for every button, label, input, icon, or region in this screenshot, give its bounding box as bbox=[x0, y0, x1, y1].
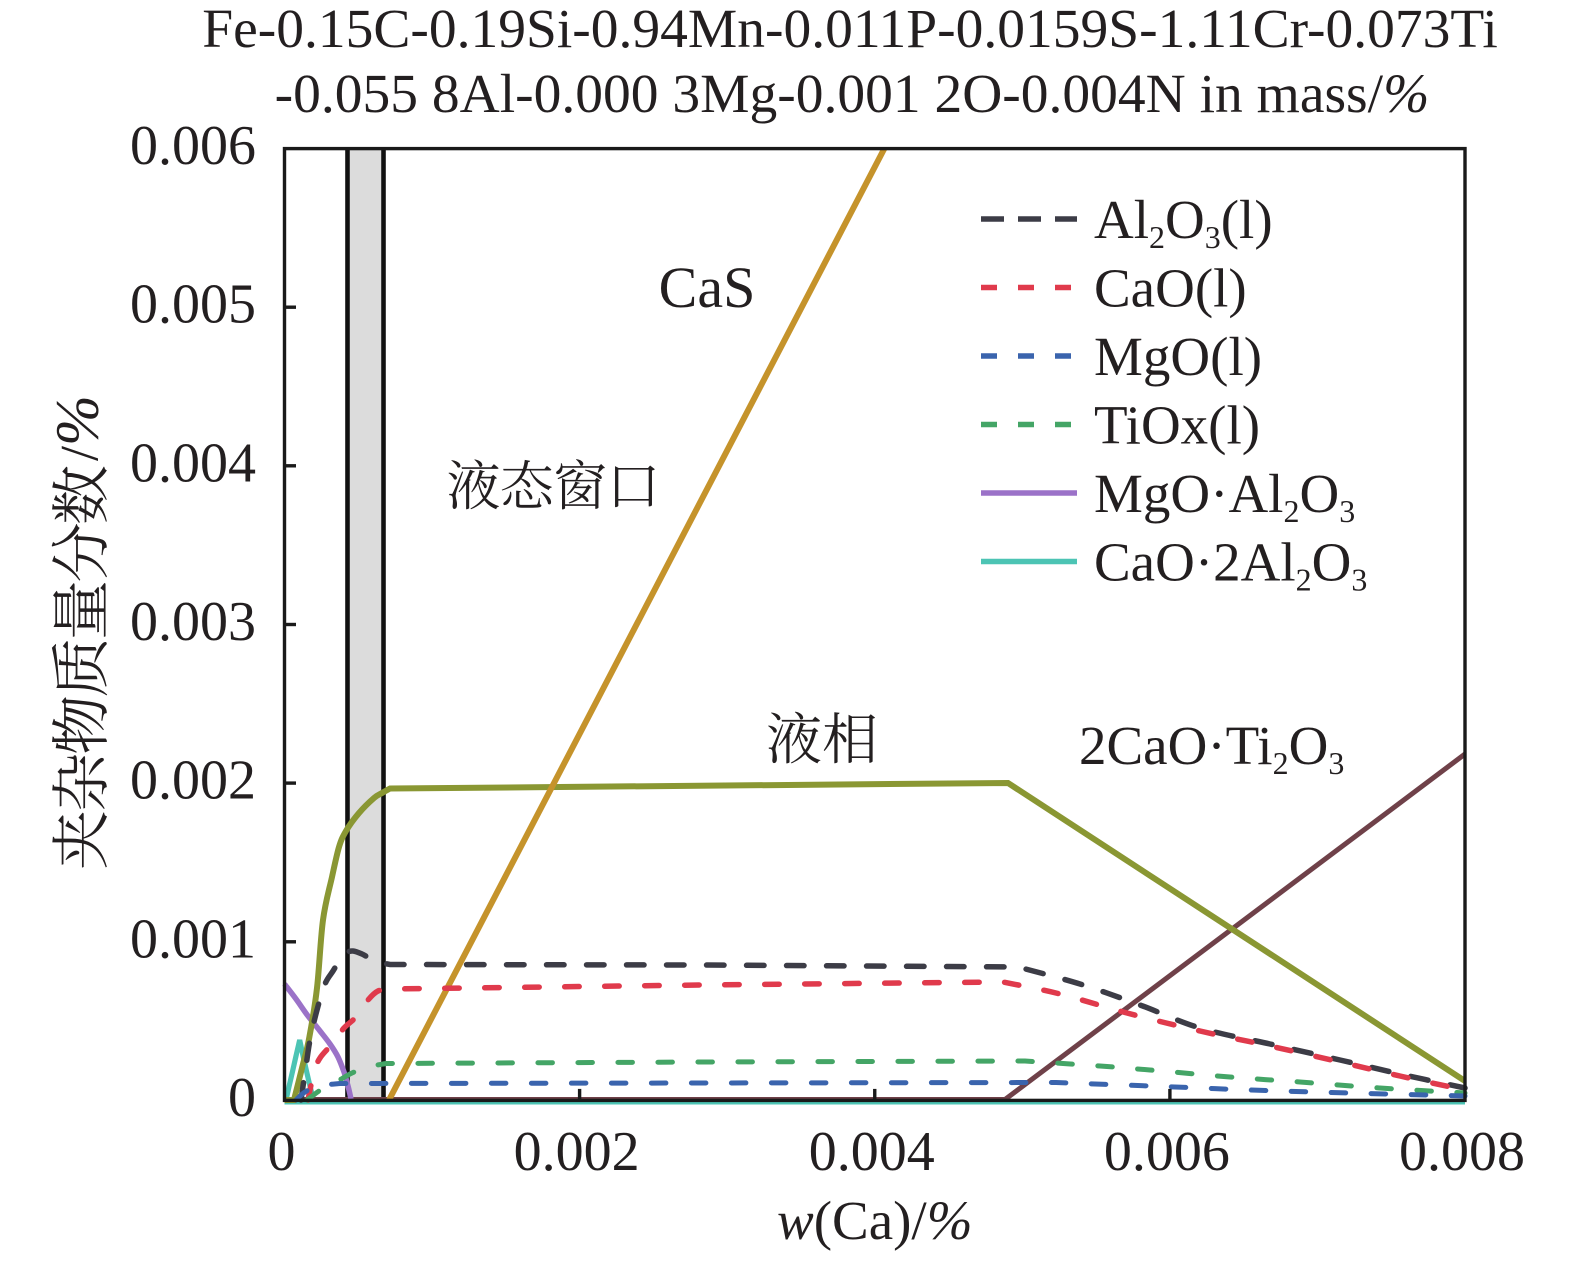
svg-text:2CaO·Ti2O3: 2CaO·Ti2O3 bbox=[1079, 715, 1344, 781]
svg-text:CaO·2Al2O3: CaO·2Al2O3 bbox=[1094, 532, 1367, 598]
svg-text:0.002: 0.002 bbox=[130, 750, 256, 812]
svg-text:0.004: 0.004 bbox=[130, 432, 256, 494]
svg-text:CaO(l): CaO(l) bbox=[1094, 258, 1247, 319]
svg-text:/%: /% bbox=[45, 395, 112, 461]
svg-text:0: 0 bbox=[268, 1121, 296, 1183]
svg-text:Fe-0.15C-0.19Si-0.94Mn-0.011P-: Fe-0.15C-0.19Si-0.94Mn-0.011P-0.0159S-1.… bbox=[202, 0, 1498, 60]
svg-text:MgO·Al2O3: MgO·Al2O3 bbox=[1094, 463, 1355, 529]
svg-text:0.006: 0.006 bbox=[1104, 1121, 1230, 1183]
svg-text:0.001: 0.001 bbox=[130, 908, 256, 970]
svg-text:0.006: 0.006 bbox=[130, 115, 256, 177]
svg-text:-0.055 8Al-0.000 3Mg-0.001 2O-: -0.055 8Al-0.000 3Mg-0.001 2O-0.004N in … bbox=[275, 64, 1430, 125]
svg-text:0.008: 0.008 bbox=[1399, 1121, 1525, 1183]
svg-text:w(Ca)/%: w(Ca)/% bbox=[777, 1190, 973, 1251]
svg-text:0.004: 0.004 bbox=[809, 1121, 935, 1183]
svg-text:TiOx(l): TiOx(l) bbox=[1094, 395, 1260, 456]
svg-text:Al2O3(l): Al2O3(l) bbox=[1094, 189, 1273, 255]
svg-text:0.005: 0.005 bbox=[130, 274, 256, 336]
svg-text:0.003: 0.003 bbox=[130, 591, 256, 653]
svg-text:0: 0 bbox=[228, 1067, 256, 1129]
svg-text:MgO(l): MgO(l) bbox=[1094, 326, 1262, 387]
svg-text:CaS: CaS bbox=[659, 255, 756, 320]
svg-text:0.002: 0.002 bbox=[514, 1121, 640, 1183]
